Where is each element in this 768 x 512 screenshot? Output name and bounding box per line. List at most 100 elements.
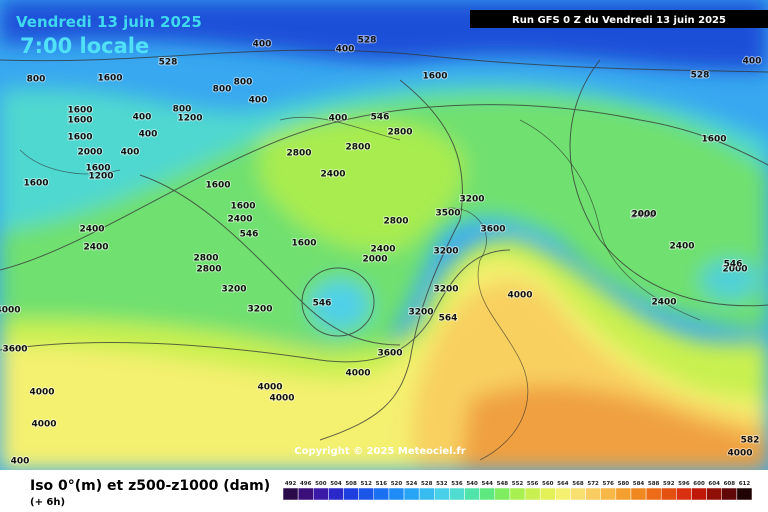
contour-label: 2400 <box>651 298 676 308</box>
contour-label: 528 <box>159 58 178 68</box>
contour-label: 400 <box>329 114 348 124</box>
contour-label: 1600 <box>205 181 230 191</box>
contour-label: 2800 <box>345 143 370 153</box>
contour-label: 3200 <box>247 305 272 315</box>
contour-label: 400 <box>249 96 268 106</box>
contour-label: 1600 <box>67 116 92 126</box>
colorbar-cell <box>434 487 450 501</box>
contour-label: 528 <box>691 71 710 81</box>
colorbar-cell <box>494 487 511 501</box>
colorbar-label: 508 <box>345 481 357 487</box>
colorbar-cell <box>509 487 526 501</box>
contour-label: 4000 <box>0 306 21 316</box>
colorbar-cell <box>630 487 647 501</box>
colorbar-cell <box>282 487 299 501</box>
colorbar-cell <box>691 487 707 501</box>
contour-label: 2800 <box>286 149 311 159</box>
contour-label: 2800 <box>387 128 412 138</box>
colorbar-cell <box>524 487 541 501</box>
contour-label: 1600 <box>97 74 122 84</box>
contour-label: 400 <box>253 40 272 50</box>
contour-label: 800 <box>173 105 192 115</box>
colorbar-label: 552 <box>512 481 524 487</box>
run-box <box>470 10 768 28</box>
contour-label: 400 <box>133 113 152 123</box>
contour-label: 2400 <box>227 215 252 225</box>
colorbar-label: 608 <box>724 481 736 487</box>
contour-label: 2400 <box>630 211 655 221</box>
contour-label: 2800 <box>383 217 408 227</box>
contour-label: 1200 <box>88 172 113 182</box>
contour-label: 2800 <box>193 254 218 264</box>
colorbar-cell <box>721 487 738 501</box>
legend-subtitle: (+ 6h) <box>30 497 65 508</box>
contour-label: 546 <box>240 230 259 240</box>
contour-label: 546 <box>313 299 332 309</box>
colorbar-label: 536 <box>451 481 463 487</box>
colorbar-label: 596 <box>678 481 690 487</box>
colorbar-cell <box>660 487 677 501</box>
contour-label: 2000 <box>77 148 102 158</box>
colorbar-label: 528 <box>421 481 433 487</box>
colorbar-cell <box>328 487 344 501</box>
contour-label: 2000 <box>362 255 387 265</box>
contour-label: 800 <box>213 85 232 95</box>
contour-label: 2400 <box>83 243 108 253</box>
contour-label: 400 <box>121 148 140 158</box>
map-background <box>0 0 768 470</box>
contour-label: 546 <box>371 113 390 123</box>
colorbar-label: 496 <box>300 481 312 487</box>
contour-label: 564 <box>439 314 458 324</box>
contour-label: 400 <box>11 457 30 467</box>
contour-label: 4000 <box>345 369 370 379</box>
contour-label: 3200 <box>433 285 458 295</box>
contour-label: 2000 <box>722 265 747 275</box>
contour-label: 3200 <box>433 247 458 257</box>
colorbar-label: 580 <box>618 481 630 487</box>
colorbar-cell <box>706 487 722 501</box>
contour-label: 4000 <box>31 420 56 430</box>
colorbar-label: 532 <box>436 481 448 487</box>
colorbar-cell <box>736 487 753 501</box>
contour-label: 1600 <box>422 72 447 82</box>
contour-label: 1600 <box>701 135 726 145</box>
contour-label: 2400 <box>320 170 345 180</box>
colorbar-label: 592 <box>663 481 675 487</box>
colorbar-label: 556 <box>527 481 539 487</box>
colorbar-cell <box>343 487 359 501</box>
colorbar-label: 576 <box>603 481 615 487</box>
contour-label: 4000 <box>507 291 532 301</box>
colorbar-cell <box>539 487 556 501</box>
legend-title: Iso 0°(m) et z500-z1000 (dam) <box>30 478 270 494</box>
colorbar-cell <box>676 487 692 501</box>
contour-label: 800 <box>27 75 46 85</box>
contour-label: 400 <box>743 57 762 67</box>
colorbar-label: 600 <box>693 481 705 487</box>
colorbar-label: 548 <box>497 481 509 487</box>
contour-label: 3600 <box>377 349 402 359</box>
colorbar-label: 512 <box>360 481 372 487</box>
colorbar-cell <box>403 487 420 501</box>
contour-label: 546 <box>724 260 743 270</box>
contour-label: 1600 <box>291 239 316 249</box>
date-title: Vendredi 13 juin 2025 <box>16 13 202 31</box>
colorbar-label: 584 <box>633 481 645 487</box>
contour-label: 3200 <box>408 308 433 318</box>
contour-label: 528 <box>358 36 377 46</box>
colorbar-label: 492 <box>285 481 297 487</box>
contour-label: 400 <box>336 45 355 55</box>
colorbar-cell <box>358 487 375 501</box>
colorbar-label: 540 <box>466 481 478 487</box>
contour-label: 1600 <box>67 133 92 143</box>
colorbar-label: 588 <box>648 481 660 487</box>
contour-label: 3200 <box>221 285 246 295</box>
time-title: 7:00 locale <box>20 34 149 58</box>
colorbar-label: 564 <box>557 481 569 487</box>
colorbar-label: 612 <box>739 481 751 487</box>
copyright: Copyright © 2025 Meteociel.fr <box>294 446 465 457</box>
contour-label: 3600 <box>2 345 27 355</box>
contour-label: 2400 <box>370 245 395 255</box>
